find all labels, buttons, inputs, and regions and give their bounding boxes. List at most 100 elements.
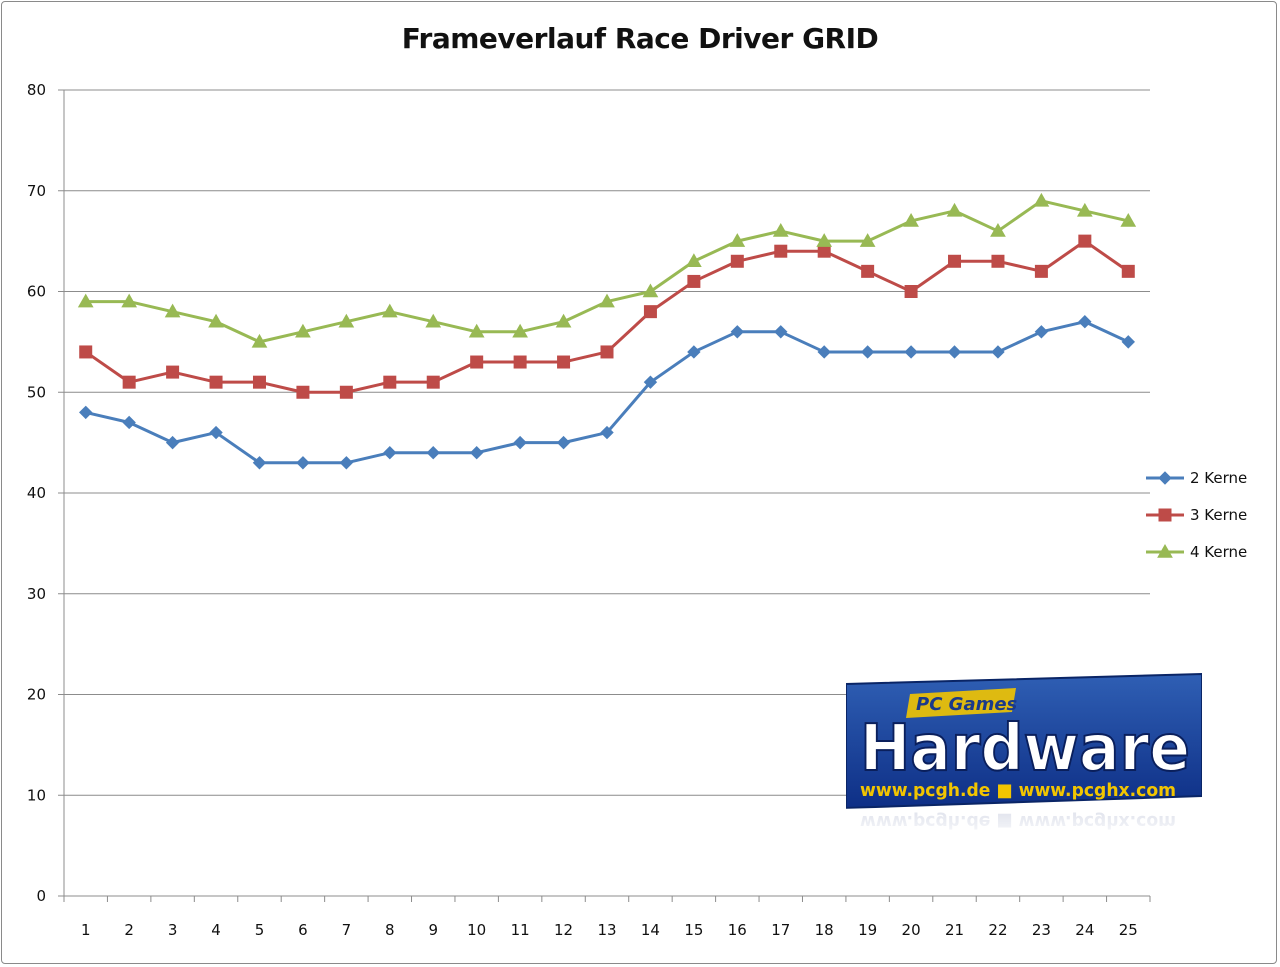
data-point-4-kerne [772,223,789,237]
data-point-4-kerne [338,313,355,328]
data-point-2-kerne [904,345,918,359]
y-tick-label: 40 [27,484,46,502]
x-tick-label: 14 [641,921,660,939]
x-tick-label: 9 [428,921,438,939]
data-point-3-kerne [1121,264,1135,278]
data-point-3-kerne [687,274,701,288]
legend-marker [1158,508,1172,522]
x-tick-label: 8 [385,921,395,939]
legend-marker [1158,471,1172,485]
x-tick-label: 24 [1075,921,1094,939]
data-point-2-kerne [687,345,701,359]
data-point-3-kerne [904,285,918,298]
series-4-kerne [77,192,1137,348]
y-tick-label: 70 [27,182,46,200]
x-tick-label: 22 [988,921,1007,939]
x-tick-label: 17 [771,921,790,939]
legend-item-4-kerne: 4 Kerne [1146,543,1247,561]
data-point-3-kerne [991,254,1005,268]
data-point-2-kerne [513,435,527,450]
data-point-4-kerne [1076,202,1093,217]
legend-item-2-kerne: 2 Kerne [1146,469,1247,487]
series-3-kerne [79,234,1135,399]
data-point-3-kerne [513,355,527,369]
data-point-3-kerne [1078,234,1092,248]
data-point-3-kerne [600,345,614,359]
series-layer [77,192,1137,470]
data-point-2-kerne [860,345,875,359]
data-point-2-kerne [122,415,136,430]
data-point-2-kerne [947,345,962,359]
data-point-4-kerne [121,293,138,308]
x-tick-label: 5 [255,921,265,939]
data-point-2-kerne [556,435,571,450]
data-point-3-kerne [1034,264,1048,278]
data-point-2-kerne [79,405,93,420]
data-point-4-kerne [642,283,659,298]
data-point-3-kerne [557,355,571,369]
data-point-2-kerne [426,445,440,460]
data-point-3-kerne [252,375,266,389]
data-point-3-kerne [339,385,353,399]
data-point-3-kerne [426,375,440,389]
data-point-2-kerne [469,445,484,460]
y-tick-label: 0 [36,887,46,905]
data-point-2-kerne [383,445,397,460]
data-point-3-kerne [209,375,223,389]
data-point-4-kerne [512,323,528,338]
data-point-4-kerne [251,333,268,348]
y-tick-label: 30 [27,585,46,603]
series-2-kerne [79,315,1135,470]
data-point-2-kerne [1078,315,1092,329]
series-line-4-kerne [85,199,1129,344]
data-point-2-kerne [643,375,658,389]
x-tick-label: 25 [1119,921,1138,939]
y-tick-label: 60 [27,283,46,301]
data-point-2-kerne [339,456,354,470]
data-point-4-kerne [729,233,746,247]
data-point-3-kerne [470,355,484,369]
data-point-4-kerne [77,293,94,308]
data-point-2-kerne [1121,335,1135,349]
x-tick-label: 20 [902,921,921,939]
x-tick-label: 11 [511,921,530,939]
x-tick-label: 18 [815,921,834,939]
data-point-4-kerne [381,303,398,318]
data-point-2-kerne [252,456,267,470]
x-tick-label: 23 [1032,921,1051,939]
x-tick-label: 2 [124,921,134,939]
data-point-4-kerne [208,313,224,328]
x-tick-label: 3 [168,921,178,939]
data-point-3-kerne [774,244,788,258]
data-point-2-kerne [730,325,745,339]
data-point-4-kerne [164,303,181,318]
svg-text:www.pcgh.de ■ www.pcghx.com: www.pcgh.de ■ www.pcghx.com [860,780,1176,801]
legend-item-3-kerne: 3 Kerne [1146,506,1247,524]
pcgh-logo-watermark: PC Games Hardware www.pcgh.de ■ www.pcgh… [846,672,1202,842]
svg-text:PC Games: PC Games [916,694,1018,715]
x-tick-label: 15 [684,921,703,939]
data-point-4-kerne [295,323,311,338]
data-point-2-kerne [165,435,180,450]
data-point-3-kerne [643,305,657,319]
data-point-3-kerne [296,385,310,399]
data-point-4-kerne [859,233,876,247]
data-point-4-kerne [990,223,1006,237]
x-tick-label: 10 [467,921,486,939]
x-tick-label: 4 [211,921,221,939]
data-point-2-kerne [1034,325,1049,339]
svg-text:Hardware: Hardware [860,712,1190,786]
x-tick-label: 1 [81,921,91,939]
data-point-4-kerne [555,313,572,328]
gridlines [64,89,1150,796]
data-point-2-kerne [209,425,223,440]
data-point-3-kerne [383,375,397,389]
series-line-3-kerne [84,239,1130,394]
legend-label: 4 Kerne [1190,543,1247,561]
data-point-4-kerne [468,323,485,338]
data-point-2-kerne [774,325,788,339]
data-point-3-kerne [817,244,831,258]
